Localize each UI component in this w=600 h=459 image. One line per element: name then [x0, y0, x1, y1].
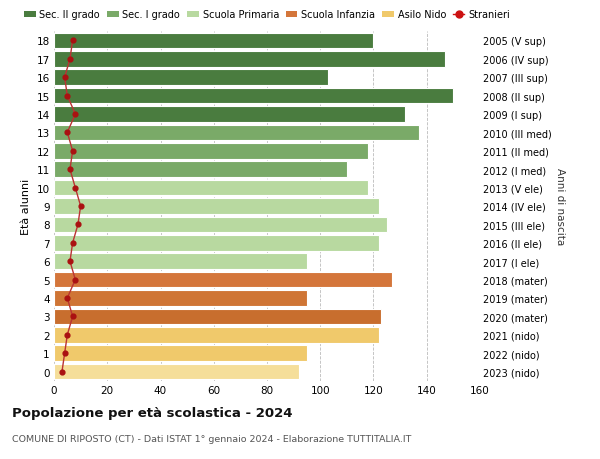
Bar [54, 217, 387, 233]
Bar [54, 272, 392, 288]
Bar [54, 309, 382, 325]
Point [73, 221, 83, 229]
Point [68, 38, 77, 45]
Bar [54, 107, 406, 123]
Bar [54, 89, 454, 104]
Bar [54, 52, 445, 67]
Point [62, 129, 72, 137]
Point [76, 203, 85, 210]
Point [71, 276, 80, 284]
Point [68, 240, 77, 247]
Point [62, 295, 72, 302]
Bar [54, 125, 419, 141]
Point [68, 148, 77, 155]
Point [65, 166, 75, 174]
Text: COMUNE DI RIPOSTO (CT) - Dati ISTAT 1° gennaio 2024 - Elaborazione TUTTITALIA.IT: COMUNE DI RIPOSTO (CT) - Dati ISTAT 1° g… [12, 434, 412, 443]
Point [65, 56, 75, 63]
Legend: Sec. II grado, Sec. I grado, Scuola Primaria, Scuola Infanzia, Asilo Nido, Stran: Sec. II grado, Sec. I grado, Scuola Prim… [24, 10, 510, 20]
Point [62, 93, 72, 100]
Point [68, 313, 77, 320]
Text: Popolazione per età scolastica - 2024: Popolazione per età scolastica - 2024 [12, 406, 293, 419]
Bar [54, 346, 307, 361]
Bar [54, 254, 307, 269]
Point [71, 111, 80, 118]
Y-axis label: Età alunni: Età alunni [21, 179, 31, 235]
Point [57, 368, 67, 375]
Bar [54, 199, 379, 214]
Bar [54, 70, 328, 86]
Bar [54, 144, 368, 159]
Bar [54, 235, 379, 251]
Bar [54, 327, 379, 343]
Bar [54, 364, 299, 380]
Point [71, 185, 80, 192]
Bar [54, 180, 368, 196]
Bar [54, 291, 307, 306]
Point [60, 350, 70, 357]
Bar [54, 34, 373, 49]
Point [62, 331, 72, 339]
Point [65, 258, 75, 265]
Y-axis label: Anni di nascita: Anni di nascita [556, 168, 565, 245]
Bar [54, 162, 347, 178]
Point [60, 74, 70, 82]
